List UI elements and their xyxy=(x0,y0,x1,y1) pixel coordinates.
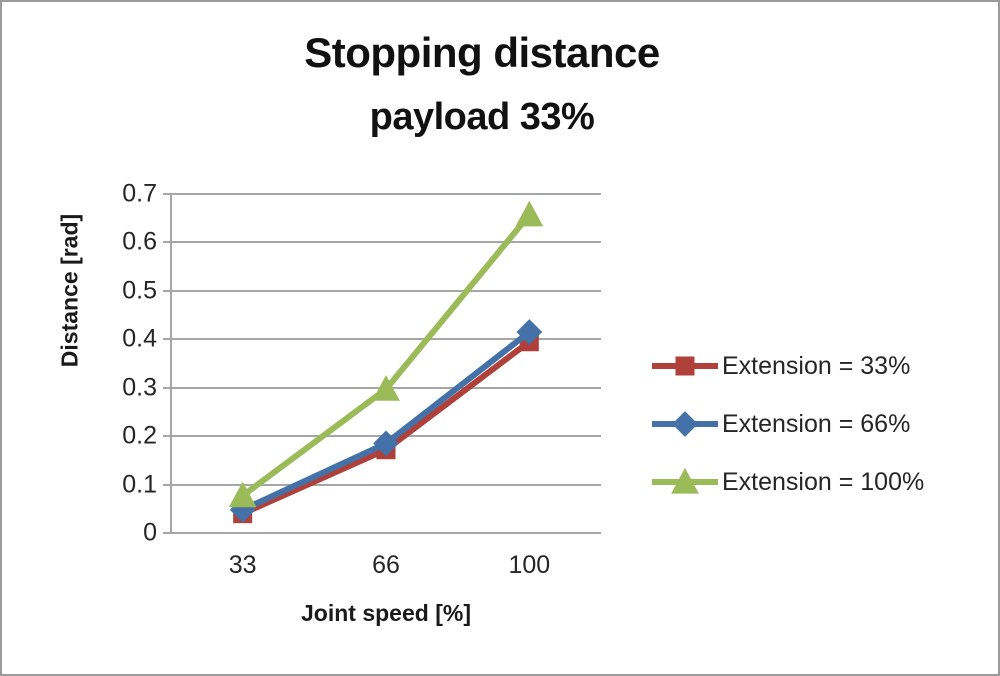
y-tick-label: 0.7 xyxy=(122,179,157,208)
series-3 xyxy=(228,200,544,508)
legend-diamond-icon xyxy=(650,409,720,439)
series-line xyxy=(239,329,533,513)
gridline xyxy=(171,241,601,244)
x-tick-label: 33 xyxy=(228,551,257,579)
legend-label: Extension = 100% xyxy=(722,467,925,496)
legend: Extension = 33% Extension = 66% Extension … xyxy=(650,337,986,511)
y-tick-mark xyxy=(163,289,171,292)
y-tick-mark xyxy=(163,193,171,195)
x-tick-label: 66 xyxy=(372,551,400,579)
x-axis-title: Joint speed [%] xyxy=(301,600,471,626)
series-2 xyxy=(229,319,543,523)
y-tick-label: 0.1 xyxy=(122,470,157,499)
y-tick-label: 0.2 xyxy=(122,421,157,450)
y-tick-mark xyxy=(163,483,171,486)
legend-label: Extension = 33% xyxy=(722,351,911,380)
y-tick-mark xyxy=(163,241,171,244)
x-tick-label: 100 xyxy=(508,551,551,579)
legend-item-2[interactable]: Extension = 66% xyxy=(650,395,986,453)
y-tick-mark xyxy=(163,435,171,438)
chart-title: Stopping distance xyxy=(304,29,660,76)
legend-triangle-icon xyxy=(650,467,720,497)
y-tick-label: 0.5 xyxy=(122,276,157,305)
data-point-marker xyxy=(373,430,399,457)
gridline xyxy=(171,338,601,341)
y-tick-mark xyxy=(163,532,171,534)
gridline xyxy=(171,532,601,534)
plot-area: 0 0.1 0.2 0.3 0.4 0.5 0.6 0.7 33 66 100 xyxy=(122,180,601,579)
y-tick-mark xyxy=(163,386,171,389)
y-axis-line xyxy=(170,194,172,533)
y-tick-label: 0.3 xyxy=(122,373,157,402)
gridline xyxy=(171,483,601,486)
gridline xyxy=(171,193,601,195)
data-point-marker xyxy=(228,481,257,508)
y-axis-title: Distance [rad] xyxy=(56,213,83,368)
data-point-marker xyxy=(372,375,400,401)
data-point-marker xyxy=(516,319,543,345)
data-point-marker xyxy=(515,200,544,227)
chart-subtitle: payload 33% xyxy=(369,96,595,138)
gridline xyxy=(171,289,601,292)
legend-label: Extension = 66% xyxy=(722,409,911,438)
y-tick-label: 0 xyxy=(143,518,157,547)
legend-item-1[interactable]: Extension = 33% xyxy=(650,337,986,395)
legend-square-icon xyxy=(650,351,720,381)
y-tick-label: 0.6 xyxy=(122,227,157,256)
y-tick-mark xyxy=(163,338,171,341)
y-tick-label: 0.4 xyxy=(122,324,157,353)
series-layer xyxy=(228,200,544,524)
legend-item-3[interactable]: Extension = 100% xyxy=(650,453,986,511)
